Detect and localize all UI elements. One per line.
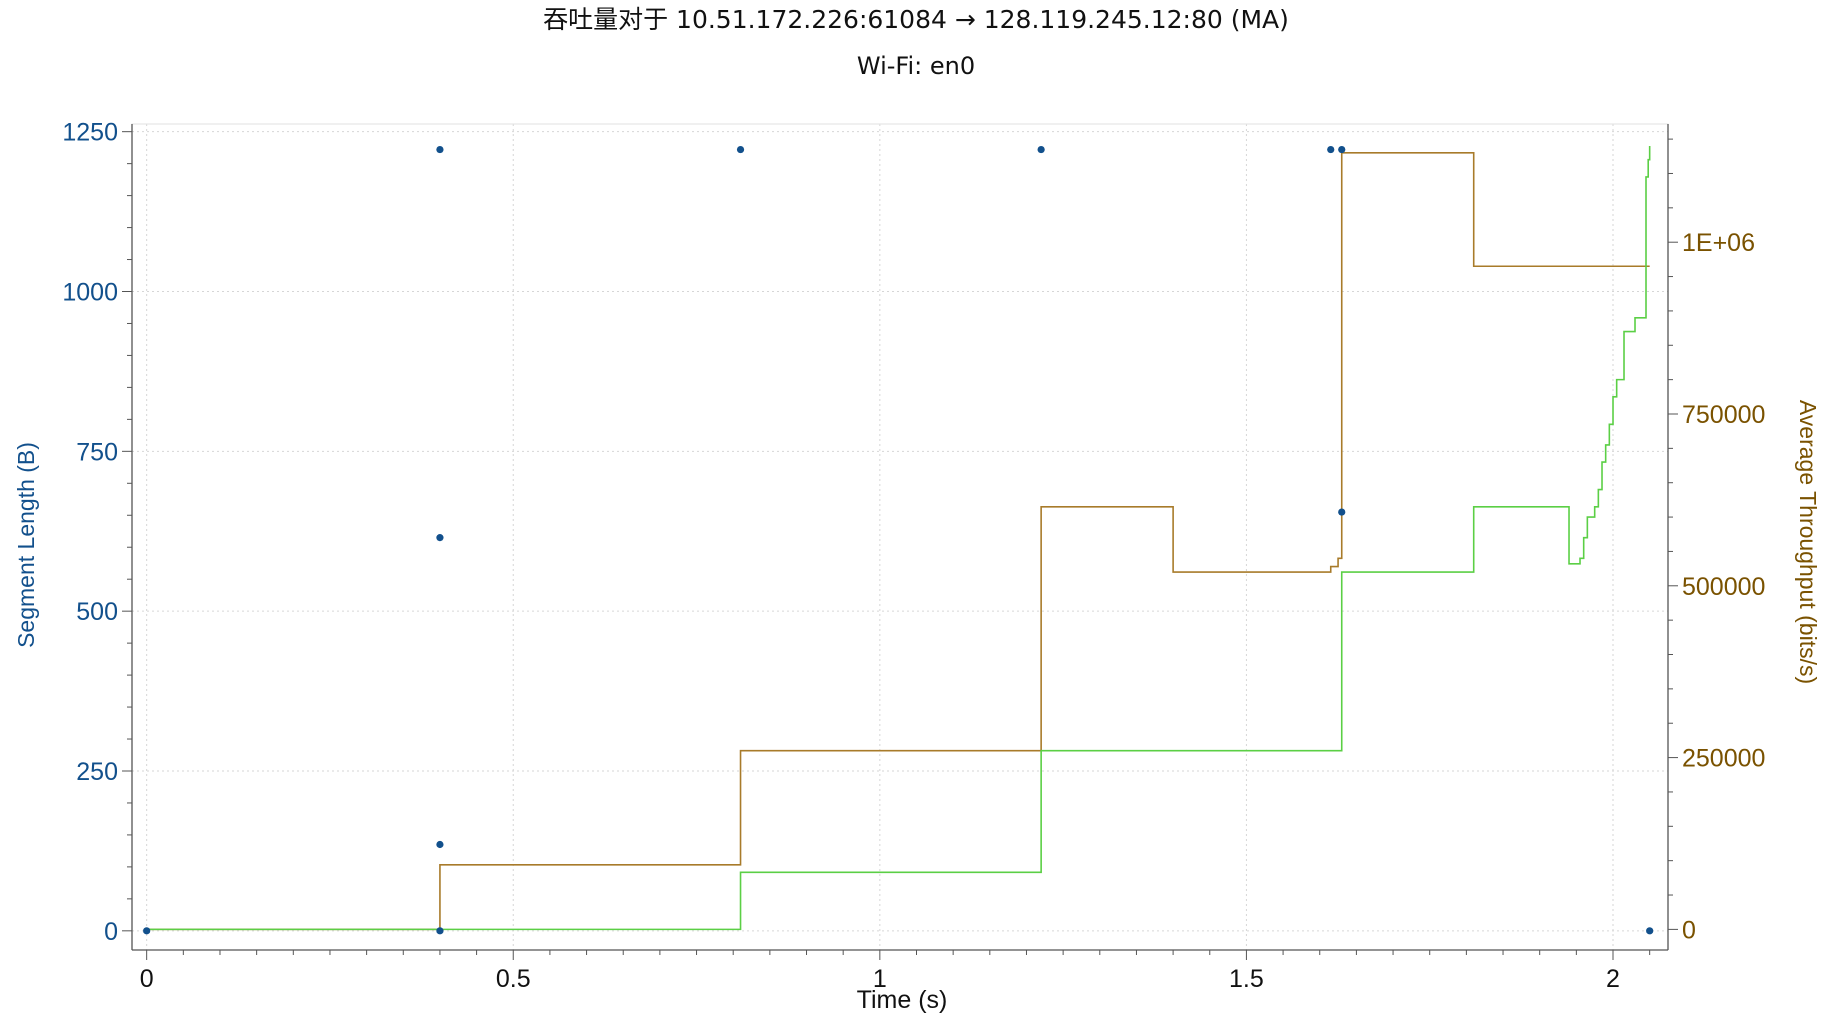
chart-title: 吞吐量对于 10.51.172.226:61084 → 128.119.245.… bbox=[543, 5, 1289, 34]
throughput-line bbox=[146, 152, 1650, 931]
left-tick-label: 250 bbox=[76, 758, 118, 786]
segment-point bbox=[436, 534, 444, 542]
chart-subtitle: Wi-Fi: en0 bbox=[856, 52, 976, 80]
x-tick-label: 1.5 bbox=[1229, 965, 1264, 993]
segment-point bbox=[1327, 145, 1335, 154]
segment-point bbox=[436, 927, 444, 935]
segment-point bbox=[143, 927, 151, 935]
segment-point bbox=[1646, 927, 1654, 935]
x-tick-label: 0 bbox=[140, 965, 154, 993]
segment-point bbox=[1338, 145, 1346, 154]
segment-point bbox=[436, 840, 444, 849]
x-tick-label: 0.5 bbox=[496, 965, 531, 993]
goodput-line bbox=[146, 145, 1651, 931]
right-y-axis-label: Average Throughput (bits/s) bbox=[1795, 400, 1821, 684]
segment-point bbox=[1037, 145, 1045, 154]
left-tick-label: 1000 bbox=[62, 279, 118, 307]
plot-area bbox=[131, 123, 1669, 951]
grid-lines bbox=[132, 124, 1668, 950]
left-tick-label: 500 bbox=[76, 598, 118, 626]
segment-points bbox=[143, 145, 1654, 935]
segment-point bbox=[736, 145, 745, 154]
x-tick-label: 1 bbox=[873, 965, 887, 993]
left-y-axis-label: Segment Length (B) bbox=[13, 442, 39, 648]
segment-point bbox=[436, 145, 444, 154]
tick-labels: 0 0.5 1 1.5 2 0 250 500 750 1000 1250 0 250000 500000… bbox=[62, 119, 1765, 993]
axes bbox=[122, 124, 1678, 960]
left-tick-label: 750 bbox=[76, 438, 118, 466]
segment-point bbox=[1338, 508, 1346, 516]
x-axis-label: Time (s) bbox=[857, 986, 948, 1014]
left-tick-label: 0 bbox=[104, 918, 118, 946]
right-tick-label: 500000 bbox=[1682, 573, 1765, 601]
x-tick-label: 2 bbox=[1606, 965, 1620, 993]
left-tick-label: 1250 bbox=[62, 119, 118, 147]
right-tick-label: 750000 bbox=[1682, 401, 1765, 429]
right-tick-label: 250000 bbox=[1682, 745, 1765, 773]
series-layer bbox=[146, 145, 1651, 931]
right-tick-label: 0 bbox=[1682, 916, 1696, 944]
right-tick-label: 1E+06 bbox=[1682, 229, 1755, 257]
